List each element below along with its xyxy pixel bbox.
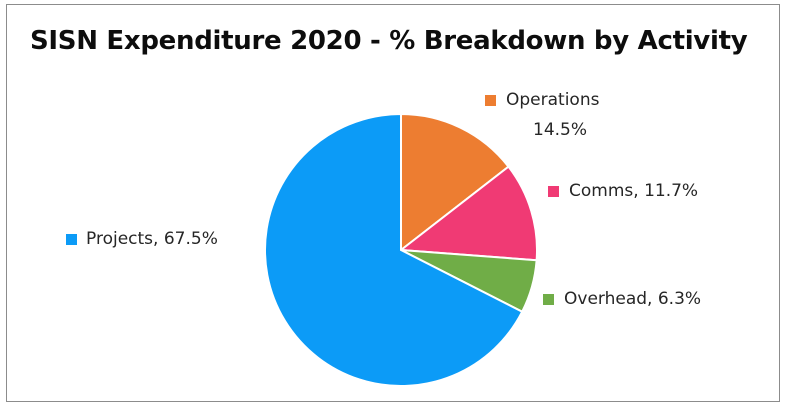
- pie-slice-projects: [264, 112, 524, 387]
- slice-label-projects-value: 67.5%: [163, 229, 218, 249]
- slice-label-projects-name: Projects: [86, 229, 154, 249]
- legend-swatch-comms: [548, 186, 559, 197]
- slice-label-operations-value: 14.5%: [533, 120, 588, 140]
- slice-label-operations-name: Operations: [506, 90, 600, 110]
- pie-slice-operations: [400, 112, 510, 253]
- slice-label-overhead-name: Overhead: [564, 289, 648, 309]
- slice-label-comms: Comms, 11.7%: [569, 181, 699, 201]
- legend-swatch-projects: [66, 234, 77, 245]
- legend-swatch-overhead: [543, 294, 554, 305]
- pie-slice-comms: [398, 165, 538, 262]
- slice-label-projects: Projects, 67.5%: [86, 229, 218, 249]
- slice-label-overhead-value: 6.3%: [657, 289, 702, 309]
- slice-label-comms-value: 11.7%: [644, 181, 699, 201]
- slice-label-comms-name: Comms: [569, 181, 634, 201]
- slice-label-overhead: Overhead, 6.3%: [564, 289, 702, 309]
- legend-swatch-operations: [485, 95, 496, 106]
- slice-value-operations: 14.5%: [533, 120, 587, 140]
- slice-label-operations: Operations: [506, 90, 599, 110]
- pie-slices: [264, 112, 538, 387]
- chart-title: SISN Expenditure 2020 - % Breakdown by A…: [30, 26, 748, 56]
